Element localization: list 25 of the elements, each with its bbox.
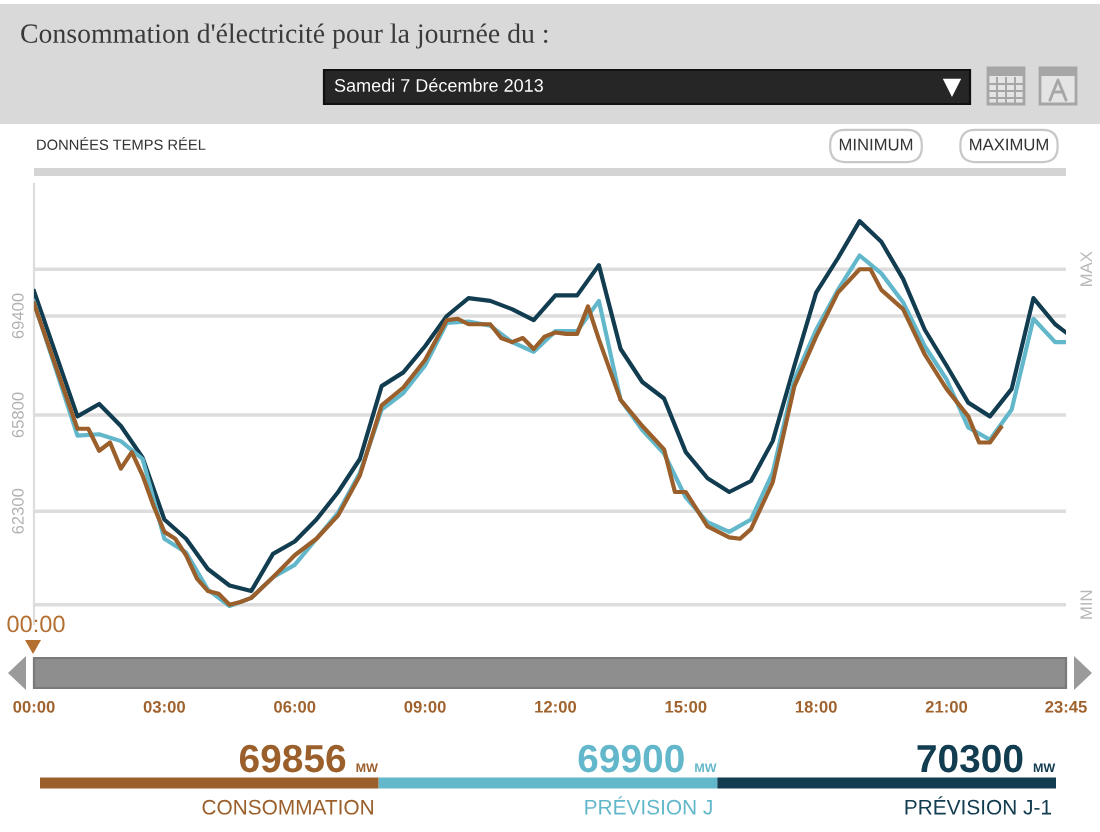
ref-line-label: MIN: [1080, 590, 1092, 619]
y-tick-label: 62300: [11, 488, 24, 534]
text: 69900: [578, 744, 684, 773]
x-tick-label: 09:00: [404, 700, 446, 713]
y-tick-label: 65800: [11, 392, 24, 438]
text: 70300: [917, 744, 1023, 773]
text: CONSOMMATION: [202, 799, 373, 815]
x-tick-label: 15:00: [665, 700, 707, 713]
x-tick-label: 23:45: [1045, 700, 1087, 713]
x-tick-label: 21:00: [925, 700, 968, 713]
y-tick-label: 69400: [11, 293, 24, 339]
annotation: 00:00: [7, 615, 65, 633]
x-tick-label: 03:00: [143, 700, 185, 713]
chart-subtitle: Samedi 7 Décembre 2013: [334, 78, 543, 92]
x-tick-label: 18:00: [795, 700, 837, 713]
x-tick-label: 00:00: [13, 700, 55, 713]
text: MAXIMUM: [970, 138, 1048, 151]
text: 69856: [239, 744, 346, 773]
x-tick-label: 12:00: [535, 700, 577, 713]
text: PRÉVISION J-1: [905, 796, 1051, 815]
text: PRÉVISION J: [585, 796, 712, 815]
ref-line-label: MAX: [1080, 251, 1092, 286]
text: MINIMUM: [839, 138, 913, 151]
chart-title: Consommation d'électricité pour la journée du :: [21, 23, 548, 49]
x-tick-label: 06:00: [274, 700, 316, 713]
